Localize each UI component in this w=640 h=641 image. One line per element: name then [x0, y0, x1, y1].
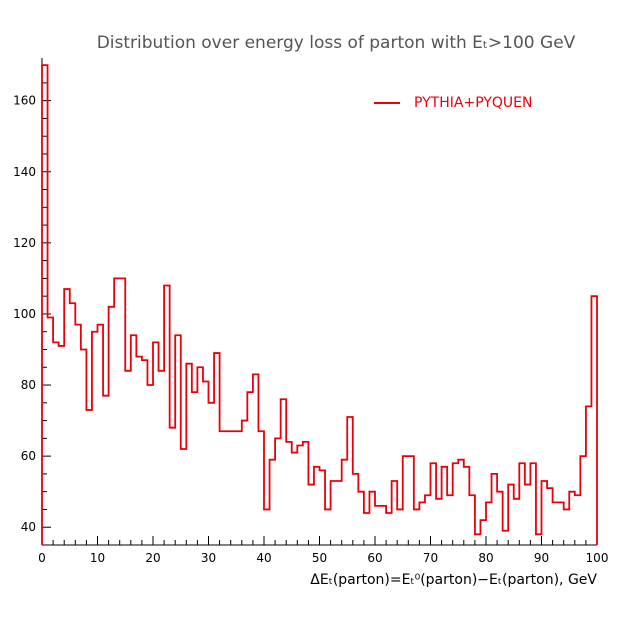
x-tick-label: 70: [423, 551, 438, 565]
legend: PYTHIA+PYQUEN: [374, 95, 532, 111]
x-tick-label: 60: [367, 551, 382, 565]
x-tick-label: 0: [38, 551, 46, 565]
x-tick-label: 30: [201, 551, 216, 565]
x-tick-label: 80: [478, 551, 493, 565]
x-tick-label: 10: [90, 551, 105, 565]
x-tick-label: 20: [145, 551, 160, 565]
x-ticks: 0 10 20 30 40 50 60 70 80 90 100: [38, 536, 608, 565]
y-tick-label: 40: [21, 520, 36, 534]
legend-label: PYTHIA+PYQUEN: [414, 95, 532, 111]
y-ticks: 40 60 80 100 120 140 160: [13, 64, 51, 534]
y-tick-label: 120: [13, 236, 36, 250]
x-tick-label: 50: [312, 551, 327, 565]
x-tick-label: 90: [534, 551, 549, 565]
y-tick-label: 160: [13, 94, 36, 108]
y-tick-label: 80: [21, 378, 36, 392]
y-tick-label: 60: [21, 449, 36, 463]
y-tick-label: 100: [13, 307, 36, 321]
chart-title: Distribution over energy loss of parton …: [97, 33, 576, 53]
x-tick-label: 100: [586, 551, 609, 565]
series-histogram-line: [41, 64, 598, 545]
y-tick-label: 140: [13, 165, 36, 179]
x-tick-label: 40: [256, 551, 271, 565]
x-axis-label: ΔEₜ(parton)=Eₜ⁰(parton)−Eₜ(parton), GeV: [310, 572, 597, 588]
